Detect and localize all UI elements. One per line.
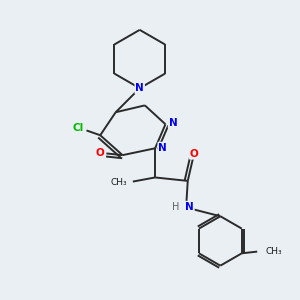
Text: CH₃: CH₃ xyxy=(110,178,127,187)
Text: CH₃: CH₃ xyxy=(266,247,282,256)
Text: H: H xyxy=(172,202,179,212)
Text: Cl: Cl xyxy=(72,123,83,133)
Text: N: N xyxy=(185,202,194,212)
Text: N: N xyxy=(169,118,177,128)
Text: O: O xyxy=(96,148,105,158)
Text: O: O xyxy=(190,149,199,159)
Text: N: N xyxy=(135,83,144,93)
Text: N: N xyxy=(158,142,167,153)
